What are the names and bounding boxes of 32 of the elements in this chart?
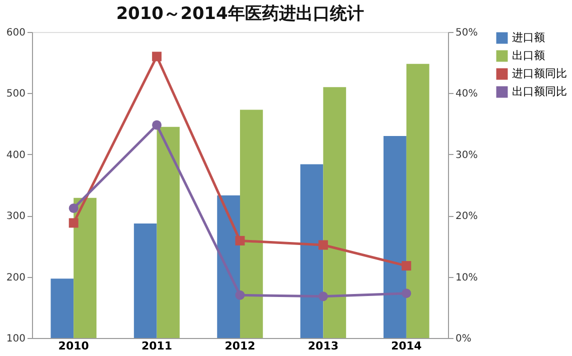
- point: [235, 290, 245, 300]
- point: [318, 240, 328, 250]
- point: [235, 236, 245, 246]
- y-tick-label: 300: [6, 211, 26, 222]
- point: [68, 204, 78, 213]
- x-tick-label: 2010: [58, 340, 90, 352]
- y-tick-label: 200: [6, 272, 26, 284]
- point: [402, 288, 412, 298]
- y2-tick-label: 0%: [456, 334, 472, 344]
- y-tick-label: 600: [6, 28, 26, 38]
- y2-tick-label: 50%: [456, 28, 478, 38]
- point: [152, 120, 162, 130]
- point: [402, 261, 412, 271]
- y-tick-label: 100: [6, 334, 26, 344]
- point: [318, 292, 328, 302]
- point: [68, 218, 78, 228]
- x-tick-label: 2013: [308, 340, 339, 352]
- x-tick-label: 2012: [224, 340, 256, 352]
- x-tick-label: 2011: [141, 340, 172, 352]
- y-tick-label: 400: [6, 150, 26, 161]
- x-tick-label: 2014: [391, 340, 422, 352]
- y2-tick-label: 30%: [456, 150, 478, 161]
- point: [152, 52, 162, 62]
- chart-title: 2010～2014年医药进出口统计: [116, 4, 364, 24]
- y2-tick-label: 20%: [456, 211, 478, 222]
- y2-tick-label: 40%: [456, 88, 478, 100]
- y-tick-label: 500: [6, 88, 26, 100]
- legend-label: 进口额同比: [512, 67, 567, 80]
- y2-tick-label: 10%: [456, 272, 478, 284]
- legend-label: 进口额: [512, 31, 545, 44]
- legend-label: 出口额同比: [512, 85, 567, 98]
- legend-label: 出口额: [512, 49, 545, 62]
